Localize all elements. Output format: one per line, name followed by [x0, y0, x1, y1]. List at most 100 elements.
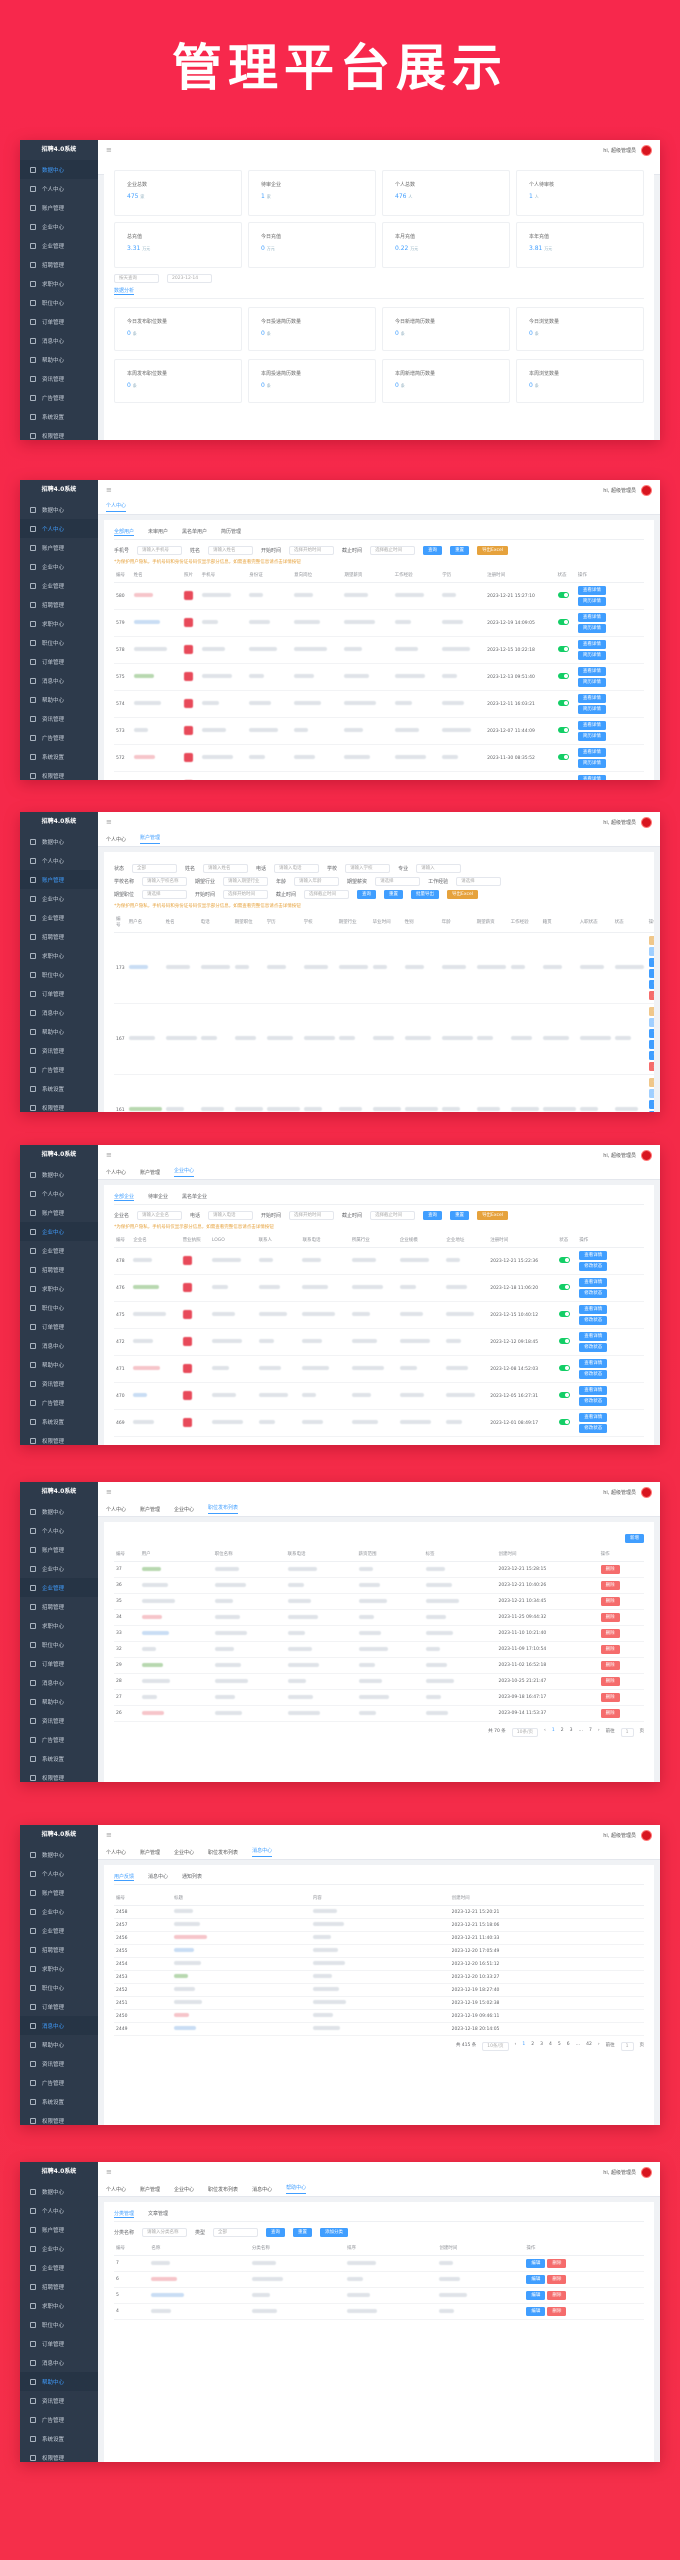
action-button[interactable]: 修改状态 [648, 980, 654, 1014]
hamburger-icon[interactable]: ≡ [106, 486, 112, 494]
avatar[interactable] [641, 1486, 652, 1498]
user-menu[interactable]: hi, 超级管理员 [603, 816, 652, 828]
action-button[interactable]: 查看详情 [579, 1278, 608, 1287]
sidebar-item[interactable]: 帮助中心 [20, 690, 98, 709]
action-button[interactable]: 查看详情 [577, 667, 606, 676]
page-size-select[interactable]: 10条/页 [482, 2042, 509, 2051]
sidebar-item[interactable]: 账户管理 [20, 1883, 98, 1902]
action-button[interactable]: 简历详情 [577, 732, 606, 741]
page-number[interactable]: … [578, 1728, 583, 1733]
action-button[interactable]: 简历详情 [577, 624, 606, 633]
tab-2[interactable]: 企业中心 [174, 1167, 195, 1177]
sidebar-item[interactable]: 招聘管理 [20, 927, 98, 946]
page-number[interactable]: 2 [531, 2042, 535, 2047]
sidebar-item[interactable]: 资讯管理 [20, 709, 98, 728]
sidebar-item[interactable]: 权限管理 [20, 1431, 98, 1445]
avatar[interactable] [641, 1149, 652, 1161]
sidebar-item[interactable]: 订单管理 [20, 1997, 98, 2016]
sidebar-item[interactable]: 广告管理 [20, 2410, 98, 2429]
action-button[interactable]: 简历详情 [577, 705, 606, 714]
filter-button[interactable]: 批量导出 [411, 890, 440, 899]
action-button[interactable]: 查看详情 [577, 613, 606, 622]
action-button[interactable]: 简历详情 [648, 969, 654, 1003]
sidebar-item[interactable]: 数据中心 [20, 1165, 98, 1184]
filter-input[interactable]: 选择开始时间 [289, 546, 335, 555]
page-size-select[interactable]: 10条/页 [511, 1728, 538, 1737]
page-number[interactable]: 1 [522, 2042, 526, 2047]
tab-1[interactable]: 账户管理 [140, 1849, 161, 1856]
sidebar-item[interactable]: 数据中心 [20, 160, 98, 179]
filter-button[interactable]: 重置 [450, 546, 470, 555]
action-button[interactable]: 待审 [648, 1078, 654, 1094]
sidebar-item[interactable]: 企业管理 [20, 1241, 98, 1260]
action-button[interactable]: 通过 [648, 1089, 654, 1105]
action-button[interactable]: 简历详情 [577, 597, 606, 606]
status-toggle[interactable] [557, 673, 569, 679]
filter-input[interactable]: 请输入手机号 [137, 546, 183, 555]
status-toggle[interactable] [559, 1419, 571, 1425]
filter-input[interactable]: 选择截止时间 [370, 1211, 416, 1220]
filter-button[interactable]: 导出Excel [477, 1211, 508, 1220]
subtab[interactable]: 黑名单用户 [182, 529, 208, 535]
status-toggle[interactable] [559, 1257, 571, 1263]
subtab[interactable]: 未审用户 [148, 529, 169, 535]
sidebar-item[interactable]: 订单管理 [20, 312, 98, 331]
action-button[interactable]: 删除 [600, 1613, 620, 1622]
sidebar-item[interactable]: 数据中心 [20, 1502, 98, 1521]
sidebar-item[interactable]: 帮助中心 [20, 350, 98, 369]
page-number[interactable]: 5 [557, 2042, 561, 2047]
filter-input[interactable]: 请输入 [416, 864, 462, 873]
sidebar-item[interactable]: 企业中心 [20, 557, 98, 576]
sidebar-item[interactable]: 数据中心 [20, 832, 98, 851]
user-menu[interactable]: hi, 超级管理员 [603, 144, 652, 156]
filter-input[interactable]: 全部 [132, 864, 178, 873]
subtab[interactable]: 简历管理 [221, 529, 242, 535]
action-button[interactable]: 删除 [547, 2307, 567, 2316]
status-toggle[interactable] [557, 727, 569, 733]
filter-button[interactable]: 导出Excel [447, 890, 478, 899]
sidebar-item[interactable]: 求职中心 [20, 274, 98, 293]
add-button[interactable]: 新增 [625, 1534, 644, 1543]
user-menu[interactable]: hi, 超级管理员 [603, 484, 652, 496]
action-button[interactable]: 删除 [600, 1661, 620, 1670]
action-button[interactable]: 简历详情 [648, 1040, 654, 1074]
action-button[interactable]: 修改状态 [579, 1424, 608, 1433]
hamburger-icon[interactable]: ≡ [106, 146, 112, 154]
sidebar-item[interactable]: 求职中心 [20, 1616, 98, 1635]
hamburger-icon[interactable]: ≡ [106, 1488, 112, 1496]
hamburger-icon[interactable]: ≡ [106, 818, 112, 826]
action-button[interactable]: 删除 [547, 2259, 567, 2268]
action-button[interactable]: 修改状态 [648, 1051, 654, 1085]
page-number[interactable]: 3 [540, 2042, 543, 2047]
sidebar-item[interactable]: 广告管理 [20, 388, 98, 407]
filter-input[interactable]: 请输入学校名称 [142, 877, 188, 886]
tab-0[interactable]: 个人中心 [106, 1506, 127, 1513]
action-button[interactable]: 修改状态 [579, 1262, 608, 1271]
page-number[interactable]: 42 [586, 2042, 592, 2047]
sidebar-item[interactable]: 企业管理 [20, 908, 98, 927]
status-toggle[interactable] [557, 700, 569, 706]
sidebar-item[interactable]: 资讯管理 [20, 1041, 98, 1060]
action-button[interactable]: 删除 [600, 1565, 620, 1574]
filter-input[interactable]: 请输入学校 [345, 864, 391, 873]
sidebar-item[interactable]: 企业管理 [20, 1921, 98, 1940]
next-page-icon[interactable]: › [597, 1728, 600, 1733]
page-number[interactable]: 2 [560, 1728, 564, 1733]
sidebar-item[interactable]: 企业中心 [20, 889, 98, 908]
sidebar-item[interactable]: 权限管理 [20, 1768, 98, 1782]
tab-2[interactable]: 企业中心 [174, 2186, 195, 2193]
sidebar-item[interactable]: 招聘管理 [20, 2277, 98, 2296]
action-button[interactable]: 编辑 [526, 2291, 546, 2300]
sidebar-item[interactable]: 职位中心 [20, 1978, 98, 1997]
sidebar-item[interactable]: 账户管理 [20, 198, 98, 217]
sidebar-item[interactable]: 资讯管理 [20, 2054, 98, 2073]
sidebar-item[interactable]: 账户管理 [20, 538, 98, 557]
action-button[interactable]: 修改状态 [579, 1316, 608, 1325]
filter-input[interactable]: 选择开始时间 [289, 1211, 335, 1220]
sidebar-item[interactable]: 个人中心 [20, 851, 98, 870]
sidebar-item[interactable]: 订单管理 [20, 652, 98, 671]
page-number[interactable]: 4 [548, 2042, 552, 2047]
action-button[interactable]: 删除 [600, 1709, 620, 1718]
filter-input[interactable]: 请输入电话 [274, 864, 320, 873]
sidebar-item[interactable]: 招聘管理 [20, 255, 98, 274]
